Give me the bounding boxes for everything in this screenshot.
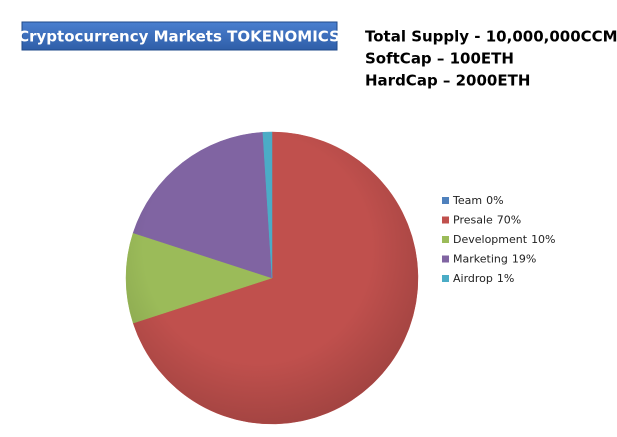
legend-label: Development 10%	[453, 233, 556, 246]
legend-name: Presale	[453, 214, 493, 227]
legend-name: Airdrop	[453, 272, 493, 285]
legend-label: Presale 70%	[453, 214, 521, 227]
title-box	[21, 21, 338, 51]
legend-value: 1%	[497, 272, 514, 285]
legend-value: 10%	[531, 233, 555, 246]
legend-value: 70%	[497, 214, 521, 227]
legend-name: Team	[452, 194, 482, 207]
chart-title: Cryptocurrency Markets TOKENOMICS	[18, 28, 340, 46]
annotation: HardCap – 2000ETH	[365, 72, 530, 90]
legend-label: Marketing 19%	[453, 253, 536, 266]
legend: Team 0% Presale 70% Development 10% Marketing 1…	[442, 194, 556, 285]
legend-label: Airdrop 1%	[453, 272, 514, 285]
legend-swatch	[442, 216, 449, 224]
legend-name: Marketing	[453, 253, 508, 266]
pie	[125, 131, 419, 425]
legend-swatch	[442, 236, 449, 243]
legend-label: Team 0%	[452, 194, 504, 207]
legend-value: 19%	[512, 253, 536, 266]
annotation: Total Supply - 10,000,000CCM	[365, 28, 617, 46]
legend-swatch	[442, 197, 449, 204]
legend-name: Development	[453, 233, 528, 246]
legend-swatch	[442, 255, 449, 263]
legend-swatch	[442, 275, 449, 282]
annotation: SoftCap – 100ETH	[365, 50, 514, 68]
legend-value: 0%	[486, 194, 503, 207]
